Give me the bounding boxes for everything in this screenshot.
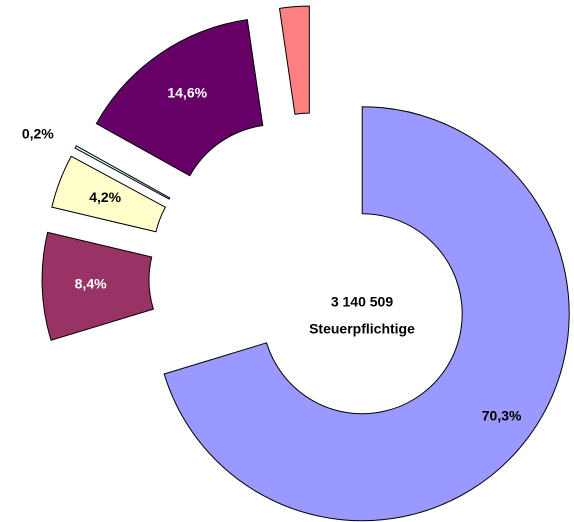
slice — [41, 231, 154, 341]
slice — [74, 145, 171, 200]
center-text: Steuerpflichtige — [309, 321, 415, 337]
center-text: 3 140 509 — [331, 294, 393, 310]
slice — [95, 19, 264, 177]
data-label: 70,3% — [482, 408, 522, 424]
data-label: 14,6% — [167, 85, 207, 101]
slice — [278, 5, 310, 115]
slice — [163, 106, 570, 522]
slice — [51, 155, 167, 233]
data-label: 0,2% — [22, 126, 54, 142]
data-label: 8,4% — [75, 276, 107, 292]
data-label: 4,2% — [89, 189, 121, 205]
